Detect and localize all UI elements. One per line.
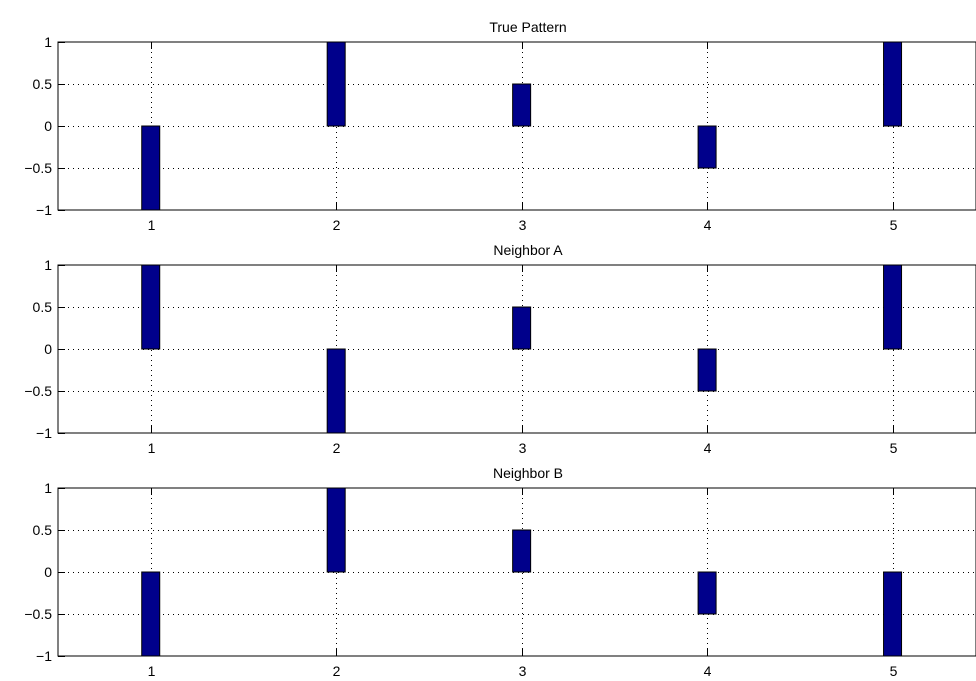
bar — [883, 571, 903, 657]
bar — [883, 264, 903, 350]
y-tick-label: 0 — [44, 341, 52, 357]
bar — [697, 348, 717, 392]
y-tick-label: 0.5 — [33, 522, 53, 538]
y-tick-label: −1 — [36, 425, 52, 441]
x-tick-label: 4 — [704, 440, 712, 456]
y-tick-label: −1 — [36, 202, 52, 218]
x-tick-label: 3 — [519, 217, 527, 233]
bar — [512, 306, 532, 350]
bar — [512, 83, 532, 127]
x-tick-label: 4 — [704, 663, 712, 679]
x-tick-label: 5 — [890, 663, 898, 679]
y-tick-label: 0.5 — [33, 76, 53, 92]
y-tick-label: −0.5 — [24, 160, 52, 176]
x-tick-label: 4 — [704, 217, 712, 233]
panel-true-pattern: True Pattern 1 0.5 0 −0.5 −1 1 2 3 4 5 — [24, 19, 976, 233]
bar — [697, 125, 717, 169]
bar — [512, 529, 532, 573]
y-tick-label: 0 — [44, 118, 52, 134]
axes-frame — [57, 41, 976, 211]
x-tick-label: 1 — [148, 663, 156, 679]
x-tick-label: 1 — [148, 217, 156, 233]
y-tick-label: −1 — [36, 648, 52, 664]
bar — [326, 41, 346, 127]
x-tick-label: 2 — [333, 217, 341, 233]
y-tick-label: −0.5 — [24, 606, 52, 622]
y-tick-label: 0.5 — [33, 299, 53, 315]
bar — [697, 571, 717, 615]
y-tick-label: 1 — [44, 480, 52, 496]
x-tick-label: 1 — [148, 440, 156, 456]
bar — [326, 348, 346, 434]
x-tick-label: 5 — [890, 217, 898, 233]
bar — [326, 487, 346, 573]
x-tick-label: 2 — [333, 440, 341, 456]
bar — [883, 41, 903, 127]
bar — [141, 125, 161, 211]
x-tick-label: 5 — [890, 440, 898, 456]
x-tick-label: 3 — [519, 663, 527, 679]
chart-title: Neighbor B — [493, 465, 563, 481]
x-tick-label: 3 — [519, 440, 527, 456]
x-tick-label: 2 — [333, 663, 341, 679]
axes-frame — [57, 487, 976, 657]
y-tick-label: −0.5 — [24, 383, 52, 399]
chart-title: Neighbor A — [493, 242, 563, 258]
panel-neighbor-b: Neighbor B 1 0.5 0 −0.5 −1 1 2 3 4 5 — [24, 465, 976, 679]
panel-neighbor-a: Neighbor A 1 0.5 0 −0.5 −1 1 2 3 4 5 — [24, 242, 976, 456]
axes-frame — [57, 264, 976, 434]
bar — [141, 264, 161, 350]
y-tick-label: 0 — [44, 564, 52, 580]
y-tick-label: 1 — [44, 257, 52, 273]
chart-title: True Pattern — [489, 19, 566, 35]
y-tick-label: 1 — [44, 34, 52, 50]
bar — [141, 571, 161, 657]
